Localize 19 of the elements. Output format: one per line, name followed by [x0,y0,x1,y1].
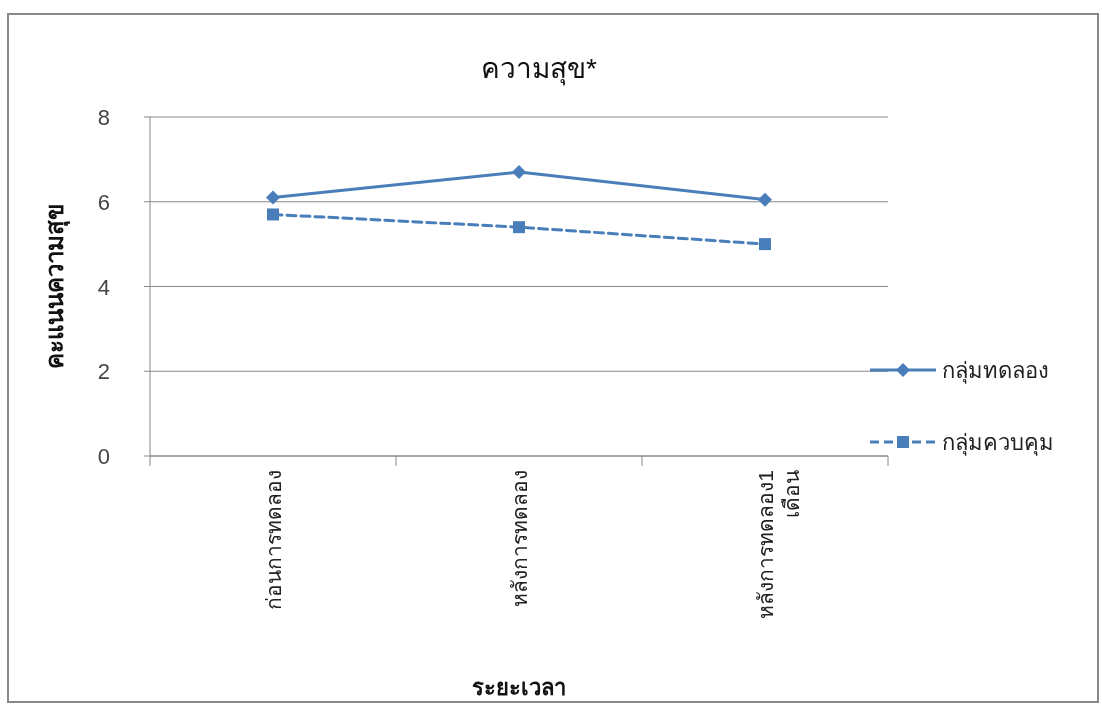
y-tick-label: 6 [97,189,110,215]
point [266,190,280,205]
y-tick-label: 2 [97,359,110,385]
point [758,192,772,207]
point [267,208,279,221]
x-tick-label: หลังการทดลอง1 เดือน [754,470,803,619]
legend-label: กลุ่มควบคุม [942,430,1054,456]
y-tick-label: 8 [97,105,110,130]
point [759,238,771,251]
x-tick-label: หลังการทดลอง [508,470,531,607]
y-tick-label: 0 [97,444,110,469]
point [513,221,525,234]
point [512,165,526,180]
x-tick-label: ก่อนการทดลอง [262,470,285,610]
chart-title: ความสุข* [481,53,598,86]
x-axis-title: ระยะเวลา [472,675,566,700]
legend-label: กลุ่มทดลอง [942,358,1049,384]
y-tick-label: 4 [97,274,110,300]
y-axis-title: คะแนนความสุข [41,204,71,369]
